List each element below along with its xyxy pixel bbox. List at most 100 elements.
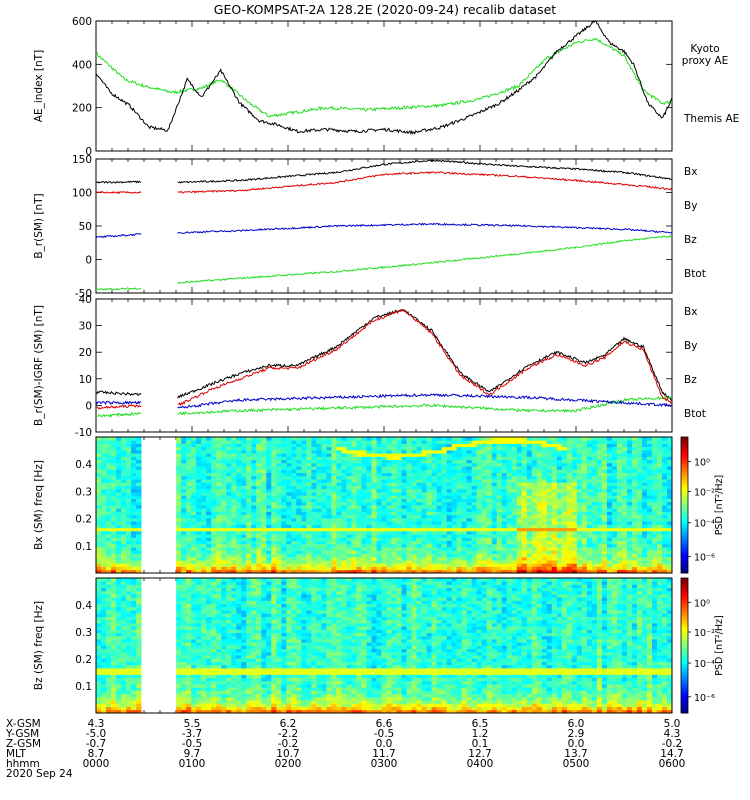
spectrogram-cell — [541, 485, 548, 490]
spectrogram-cell — [576, 443, 583, 448]
spectrogram-cell — [661, 553, 668, 558]
spectrogram-cell — [656, 485, 663, 490]
spectrogram-cell — [361, 501, 367, 506]
spectrogram-cell — [606, 569, 613, 574]
spectrogram-cell — [641, 459, 648, 464]
spectrogram-cell — [211, 495, 217, 499]
spectrogram-cell — [196, 550, 202, 554]
spectrogram-cell — [356, 492, 362, 496]
spectrogram-cell — [536, 521, 543, 525]
spectrogram-cell — [551, 543, 558, 548]
spectrogram-cell — [196, 540, 202, 545]
y-tick-label: 0.4 — [75, 459, 92, 471]
spectrogram-cell — [576, 469, 583, 474]
spectrogram-cell — [246, 556, 252, 561]
spectrogram-cell — [366, 517, 372, 522]
spectrogram-cell — [316, 566, 322, 571]
spectrogram-cell — [611, 495, 618, 499]
spectrogram-cell — [641, 530, 648, 535]
spectrogram-cell — [136, 446, 142, 451]
spectrogram-cell — [606, 547, 613, 551]
spectrogram-cell — [246, 443, 252, 448]
spectrogram-cell — [106, 547, 112, 551]
spectrogram-cell — [621, 553, 628, 558]
spectrogram-cell — [411, 563, 417, 567]
spectrogram-cell — [531, 495, 538, 499]
spectrogram-cell — [656, 479, 663, 483]
spectrogram-cell — [246, 469, 252, 474]
spectrogram-cell — [576, 550, 583, 554]
spectrogram-cell — [656, 524, 663, 529]
spectrogram-cell — [526, 472, 533, 477]
spectrogram-cell — [421, 511, 427, 516]
spectrogram-cell — [216, 517, 222, 522]
spectrogram-cell — [236, 479, 242, 483]
spectrogram-cell — [176, 492, 182, 496]
spectrogram-cell — [426, 501, 432, 506]
spectrogram-cell — [226, 475, 232, 480]
spectrogram-cell — [246, 472, 252, 477]
spectrogram-cell — [211, 492, 217, 496]
spectrogram-cell — [451, 524, 458, 529]
spectrogram-cell — [466, 511, 473, 516]
spectrogram-cell — [136, 524, 142, 529]
spectrogram-cell — [446, 501, 453, 506]
spectrogram-cell — [126, 537, 132, 542]
spectrogram-cell — [246, 440, 252, 444]
spectrogram-cell — [301, 495, 307, 499]
spectrogram-cell — [266, 547, 272, 551]
y-tick-label: 400 — [72, 59, 92, 71]
spectrogram-cell — [441, 547, 448, 551]
spectrogram-cell — [551, 501, 558, 506]
spectrogram-cell — [541, 469, 548, 474]
spectrogram-cell — [241, 540, 247, 545]
spectrogram-cell — [256, 517, 262, 522]
spectrogram-cell — [656, 569, 663, 574]
spectrogram-cell — [551, 569, 558, 574]
spectrogram-cell — [431, 492, 437, 496]
spectrogram-cell — [181, 488, 187, 493]
spectrogram-cell — [351, 498, 357, 503]
spectrogram-cell — [291, 488, 297, 493]
spectrogram-cell — [391, 440, 397, 444]
spectrogram-cell — [611, 462, 618, 467]
spectrogram-cell — [661, 482, 668, 486]
spectrogram-cell — [631, 485, 638, 490]
panel-frame — [95, 436, 673, 574]
spectrogram-cell — [286, 566, 292, 571]
spectrogram-cell — [111, 501, 117, 506]
spectrogram-cell — [666, 485, 673, 490]
spectrogram-cell — [626, 560, 633, 564]
spectrogram-cell — [496, 479, 503, 483]
spectrogram-cell — [581, 566, 588, 571]
spectrogram-cell — [661, 446, 668, 451]
spectrogram-cell — [516, 498, 523, 503]
spectrogram-cell — [381, 475, 387, 480]
spectrogram-cell — [461, 543, 468, 548]
spectrogram-cell — [261, 446, 267, 451]
spectrogram-cell — [551, 540, 558, 545]
spectrogram-cell — [656, 530, 663, 535]
spectrogram-cell — [261, 540, 267, 545]
spectrogram-cell — [591, 459, 598, 464]
spectrogram-cell — [116, 488, 122, 493]
colorbar-segment — [681, 539, 688, 542]
spectrogram-cell — [636, 453, 643, 457]
spectrogram-cell — [316, 556, 322, 561]
spectrogram-cell — [406, 534, 412, 538]
spectrogram-cell — [631, 446, 638, 451]
spectrogram-cell — [486, 569, 493, 574]
spectrogram-cell — [216, 521, 222, 525]
spectrogram-cell — [356, 505, 362, 509]
spectrogram-cell — [316, 534, 322, 538]
spectrogram-cell — [201, 537, 207, 542]
spectrogram-cell — [311, 453, 317, 457]
spectrogram-cell — [226, 514, 232, 519]
spectrogram-cell — [276, 472, 282, 477]
spectrogram-cell — [356, 514, 362, 519]
spectrogram-cell — [531, 505, 538, 509]
spectrogram-cell — [596, 440, 603, 444]
spectrogram-cell — [111, 456, 117, 461]
spectrogram-cell — [466, 560, 473, 564]
spectrogram-cell — [276, 569, 282, 574]
